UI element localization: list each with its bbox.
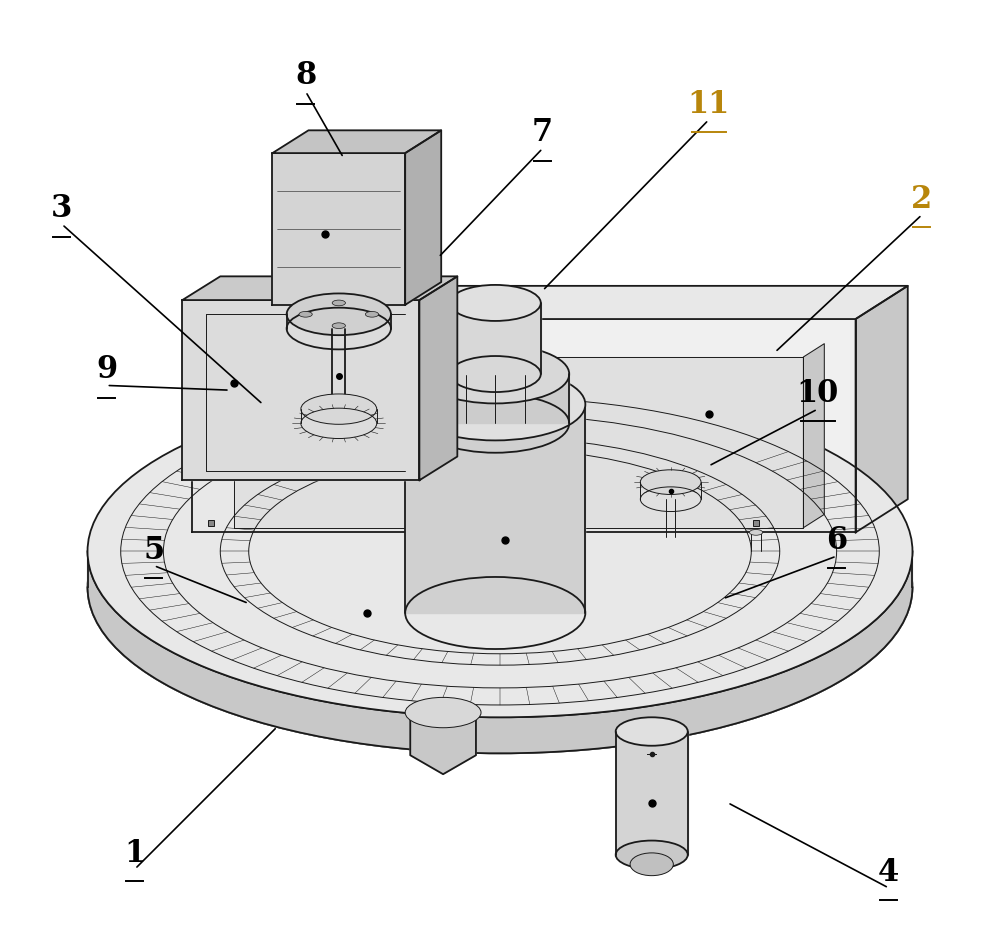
- Polygon shape: [616, 731, 688, 855]
- Ellipse shape: [405, 697, 481, 728]
- Text: 8: 8: [295, 61, 316, 91]
- Ellipse shape: [88, 421, 912, 753]
- Ellipse shape: [405, 368, 585, 440]
- Polygon shape: [419, 277, 457, 480]
- Polygon shape: [450, 303, 541, 374]
- Ellipse shape: [421, 344, 569, 403]
- Polygon shape: [182, 277, 457, 301]
- Ellipse shape: [450, 285, 541, 320]
- Polygon shape: [272, 153, 405, 305]
- Ellipse shape: [299, 312, 312, 317]
- Text: 7: 7: [532, 117, 553, 148]
- Ellipse shape: [301, 394, 377, 424]
- Polygon shape: [410, 698, 476, 774]
- Text: 4: 4: [878, 857, 899, 888]
- Polygon shape: [88, 552, 912, 753]
- Text: 5: 5: [143, 534, 164, 566]
- Ellipse shape: [332, 301, 345, 306]
- Ellipse shape: [332, 322, 345, 328]
- Ellipse shape: [287, 294, 391, 335]
- Polygon shape: [803, 343, 824, 528]
- Polygon shape: [405, 404, 585, 613]
- Text: 9: 9: [96, 355, 117, 385]
- Polygon shape: [234, 357, 803, 528]
- Polygon shape: [192, 319, 856, 533]
- Polygon shape: [182, 301, 419, 480]
- Ellipse shape: [88, 385, 912, 717]
- Polygon shape: [405, 130, 441, 305]
- Polygon shape: [192, 286, 908, 319]
- Polygon shape: [421, 374, 569, 423]
- Text: 1: 1: [124, 838, 145, 869]
- Text: 11: 11: [687, 88, 730, 120]
- Ellipse shape: [630, 853, 673, 876]
- Ellipse shape: [749, 530, 763, 535]
- Ellipse shape: [616, 841, 688, 869]
- Ellipse shape: [365, 312, 379, 317]
- Polygon shape: [272, 130, 441, 153]
- Text: 3: 3: [51, 193, 73, 224]
- Ellipse shape: [616, 717, 688, 746]
- Text: 2: 2: [911, 184, 933, 215]
- Ellipse shape: [640, 470, 701, 495]
- Text: 10: 10: [797, 378, 839, 409]
- Text: 6: 6: [826, 525, 847, 556]
- Polygon shape: [856, 286, 908, 533]
